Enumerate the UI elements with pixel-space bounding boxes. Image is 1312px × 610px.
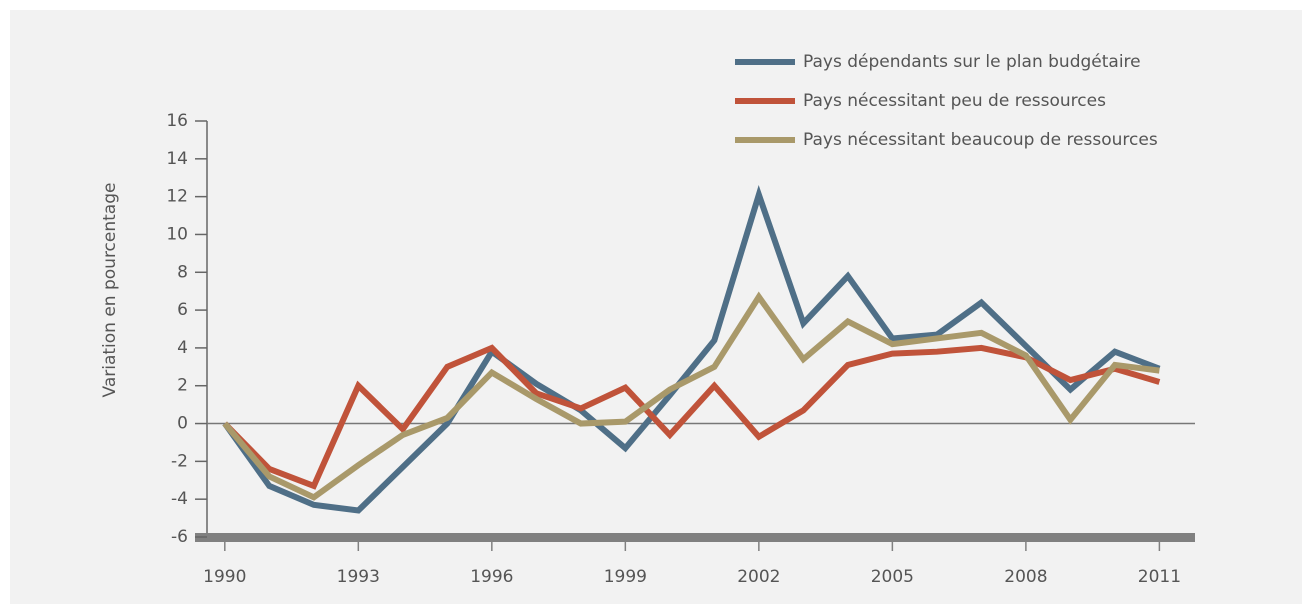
y-tick-label: -4 [171, 489, 188, 509]
y-tick-label: 2 [177, 376, 188, 396]
y-tick-label: 14 [166, 149, 188, 169]
y-tick-label: 10 [166, 224, 188, 244]
y-tick-label: 8 [177, 262, 188, 282]
x-tick-label: 1999 [604, 567, 647, 587]
series-line [222, 185, 1161, 514]
legend-label: Pays nécessitant beaucoup de ressources [803, 130, 1158, 150]
y-tick-label: 6 [177, 300, 188, 320]
x-tick-label: 2011 [1138, 567, 1181, 587]
x-tick-label: 2005 [871, 567, 914, 587]
y-tick-label: 4 [177, 338, 188, 358]
y-tick-label: 0 [177, 414, 188, 434]
x-tick-label: 1990 [203, 567, 246, 587]
series-line [222, 344, 1161, 490]
x-tick-label: 2002 [737, 567, 780, 587]
y-tick-label: -2 [171, 451, 188, 471]
y-tick-label: 16 [166, 111, 188, 131]
legend-label: Pays dépendants sur le plan budgétaire [803, 52, 1141, 72]
y-tick-label: -6 [171, 527, 188, 547]
background [10, 10, 1302, 604]
x-axis [195, 533, 1195, 542]
series-line [222, 291, 1160, 501]
x-tick-label: 2008 [1004, 567, 1047, 587]
legend-label: Pays nécessitant peu de ressources [803, 91, 1106, 111]
x-tick-label: 1993 [337, 567, 380, 587]
y-axis-label: Variation en pourcentage [100, 183, 120, 398]
y-tick-label: 12 [166, 187, 188, 207]
x-tick-label: 1996 [470, 567, 513, 587]
